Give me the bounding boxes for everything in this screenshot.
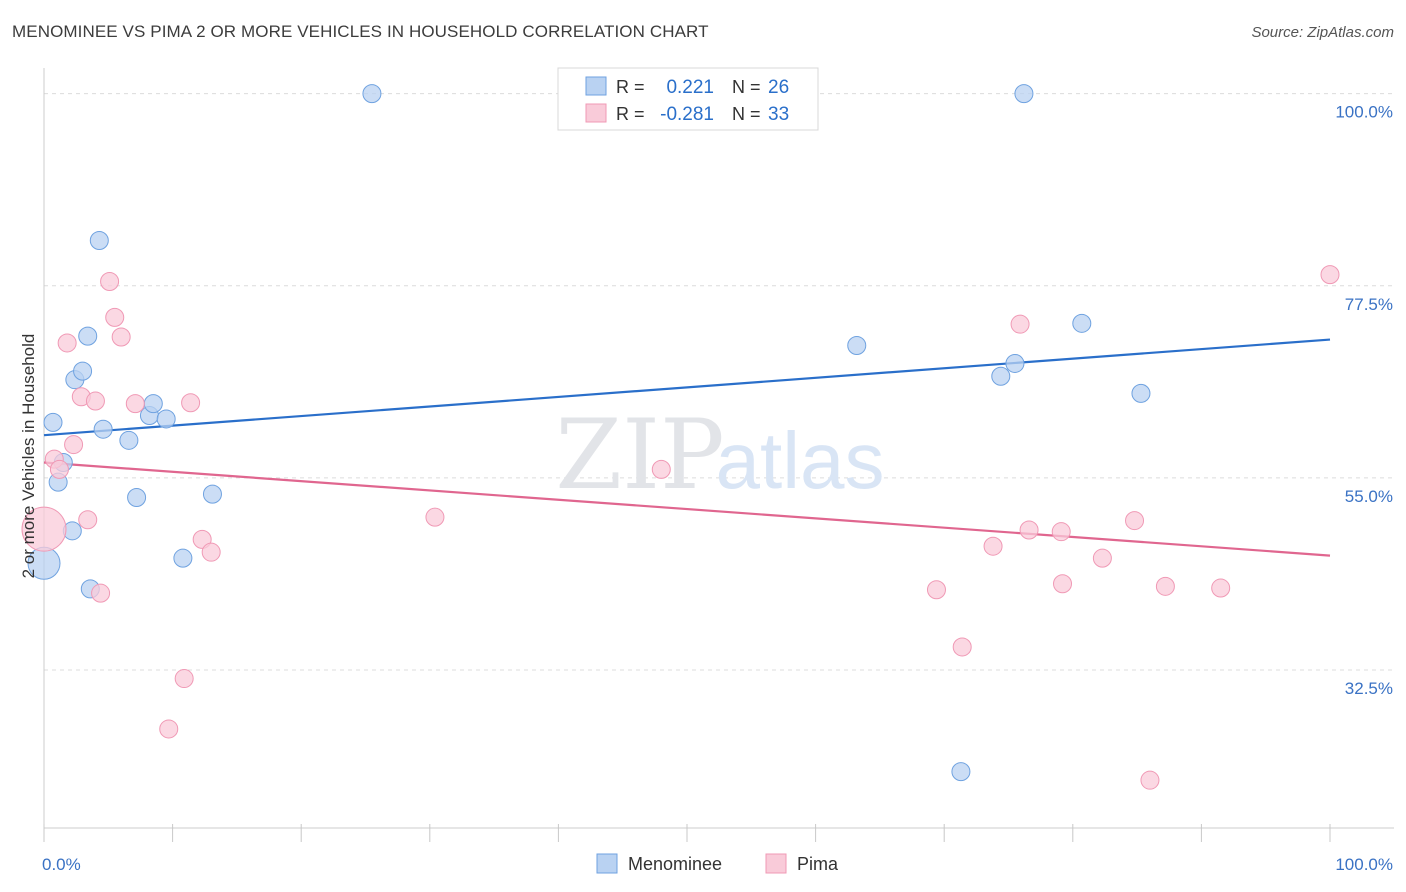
point-menominee-25 (1131, 383, 1151, 403)
point-menominee-22 (1005, 353, 1025, 373)
point-pima-17 (201, 542, 221, 562)
watermark: ZIP atlas (555, 399, 884, 511)
point-pima-7 (85, 391, 105, 411)
point-menominee-6 (73, 361, 93, 381)
grid-lines (44, 93, 1394, 671)
bottom-legend-label-menominee: Menominee (628, 854, 722, 874)
point-pima-0 (21, 506, 67, 552)
trend-lines (43, 338, 1331, 557)
point-menominee-24 (1072, 313, 1092, 333)
point-pima-14 (174, 669, 194, 689)
point-menominee-10 (93, 419, 113, 439)
point-pima-12 (125, 394, 145, 414)
point-pima-26 (1053, 574, 1073, 594)
point-menominee-20 (951, 762, 971, 782)
point-menominee-16 (173, 548, 193, 568)
point-menominee-1 (43, 412, 63, 432)
point-pima-27 (1092, 548, 1112, 568)
point-pima-18 (425, 507, 445, 527)
point-menominee-14 (143, 394, 163, 414)
legend-box: R = 0.221 N = 26 R = -0.281 N = 33 (557, 67, 819, 131)
y-axis-tick-labels: 100.0% 77.5% 55.0% 32.5% (1335, 103, 1393, 698)
legend-r-value-pima: -0.281 (660, 104, 714, 125)
point-pima-20 (926, 580, 946, 600)
y-axis-label: 2 or more Vehicles in Household (19, 334, 38, 579)
point-menominee-17 (202, 484, 222, 504)
point-menominee-18 (362, 84, 382, 104)
point-pima-8 (91, 583, 111, 603)
point-pima-32 (1320, 265, 1340, 285)
bottom-legend-label-pima: Pima (797, 854, 839, 874)
point-pima-9 (100, 271, 120, 291)
trend-line-menominee (43, 338, 1331, 437)
y-tick-label-3: 32.5% (1345, 679, 1393, 698)
point-menominee-11 (119, 430, 139, 450)
point-pima-10 (105, 307, 125, 327)
point-pima-15 (181, 393, 201, 413)
legend-r-value-menominee: 0.221 (666, 77, 714, 98)
bottom-legend: Menominee Pima (596, 853, 839, 874)
point-pima-19 (651, 459, 671, 479)
y-tick-label-1: 77.5% (1345, 295, 1393, 314)
point-pima-6 (78, 510, 98, 530)
point-pima-30 (1155, 576, 1175, 596)
point-pima-31 (1211, 578, 1231, 598)
point-pima-2 (49, 459, 69, 479)
x-axis-tick-labels: 0.0% 100.0% (42, 855, 1393, 874)
legend-n-value-pima: 33 (768, 104, 789, 125)
point-pima-11 (111, 327, 131, 347)
point-pima-28 (1125, 511, 1145, 531)
legend-n-value-menominee: 26 (768, 77, 789, 98)
chart-title: MENOMINEE VS PIMA 2 OR MORE VEHICLES IN … (12, 22, 709, 41)
bottom-legend-swatch-menominee (596, 853, 618, 874)
point-menominee-9 (89, 230, 109, 250)
watermark-zip: ZIP (555, 399, 724, 511)
point-pima-25 (1051, 522, 1071, 542)
legend-n-label-pima: N = (732, 104, 761, 124)
trend-line-pima (43, 461, 1331, 557)
point-menominee-15 (156, 409, 176, 429)
point-pima-21 (952, 637, 972, 657)
y-tick-label-0: 100.0% (1335, 103, 1393, 122)
legend-r-label-pima: R = (616, 104, 645, 124)
y-tick-label-2: 55.0% (1345, 487, 1393, 506)
point-pima-4 (64, 435, 84, 455)
point-pima-24 (1019, 520, 1039, 540)
point-pima-29 (1140, 770, 1160, 790)
point-pima-23 (1010, 314, 1030, 334)
point-menominee-23 (1014, 84, 1034, 104)
point-pima-3 (57, 333, 77, 353)
point-menominee-21 (991, 366, 1011, 386)
legend-swatch-pima (585, 103, 607, 123)
bottom-legend-swatch-pima (765, 853, 787, 874)
point-menominee-12 (127, 488, 147, 508)
legend-r-label-menominee: R = (616, 77, 645, 97)
point-menominee-7 (78, 326, 98, 346)
legend-swatch-menominee (585, 76, 607, 96)
axes (43, 68, 1394, 842)
point-menominee-19 (847, 336, 867, 356)
point-pima-13 (159, 719, 179, 739)
legend-n-label-menominee: N = (732, 77, 761, 97)
x-tick-label-0: 0.0% (42, 855, 81, 874)
point-pima-22 (983, 536, 1003, 556)
data-points (21, 84, 1340, 790)
source-label: Source: ZipAtlas.com (1251, 24, 1394, 41)
watermark-atlas: atlas (716, 416, 885, 505)
x-tick-label-1: 100.0% (1335, 855, 1393, 874)
